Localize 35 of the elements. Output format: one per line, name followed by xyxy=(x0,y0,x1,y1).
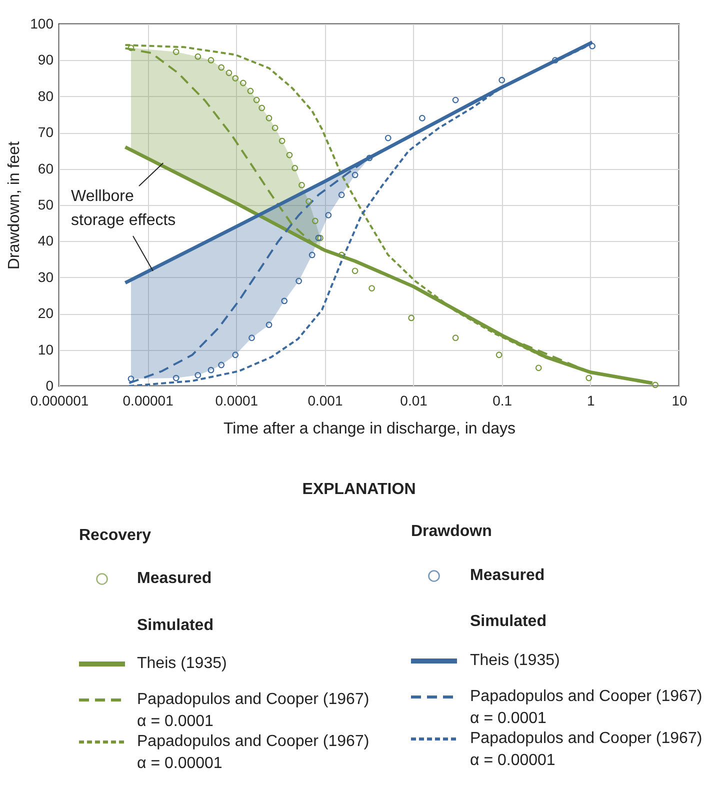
legend-label: Papadopulos and Cooper (1967) α = 0.00001 xyxy=(470,730,702,769)
x-tick-label: 0.1 xyxy=(492,392,512,408)
y-tick-label: 80 xyxy=(38,88,54,104)
legend-label: Measured xyxy=(137,570,212,587)
x-tick-label: 1 xyxy=(587,392,596,408)
x-tick-label: 0.0001 xyxy=(215,392,258,408)
y-tick-label: 30 xyxy=(38,268,54,285)
y-tick-label: 100 xyxy=(30,16,54,32)
x-tick-label: 0.00001 xyxy=(122,392,174,408)
y-tick-label: 0 xyxy=(46,378,54,394)
y-tick-label: 90 xyxy=(38,52,54,68)
legend-label: Papadopulos and Cooper (1967) α = 0.0001 xyxy=(470,688,702,727)
legend-label: Papadopulos and Cooper (1967) α = 0.00001 xyxy=(137,733,370,772)
annotation: Wellbore storage effects xyxy=(71,188,176,229)
y-tick-label: 50 xyxy=(38,196,54,212)
text: Recovery xyxy=(79,527,152,544)
x-tick-label: 0.000001 xyxy=(30,392,89,408)
y-tick-label: 70 xyxy=(38,124,54,140)
y-tick-label: 10 xyxy=(38,341,54,358)
legend-title: EXPLANATION xyxy=(302,481,416,498)
x-axis-title: Time after a change in discharge, in days xyxy=(223,420,516,438)
legend-label: Measured xyxy=(470,567,545,584)
legend-label: Theis (1935) xyxy=(137,655,227,672)
text: Drawdown xyxy=(411,523,492,540)
y-tick-label: 20 xyxy=(38,305,54,322)
y-tick-label: 60 xyxy=(38,160,54,176)
x-tick-label: 10 xyxy=(672,392,688,408)
legend-label: Theis (1935) xyxy=(470,652,560,669)
x-tick-label: 0.001 xyxy=(308,392,343,408)
y-tick-label: 40 xyxy=(38,232,54,249)
legend-label: Papadopulos and Cooper (1967) α = 0.0001 xyxy=(137,691,370,730)
text: Simulated xyxy=(137,617,214,634)
y-axis-title: Drawdown, in feet xyxy=(6,140,24,270)
x-tick-label: 0.01 xyxy=(400,392,428,408)
text: Simulated xyxy=(470,613,546,630)
